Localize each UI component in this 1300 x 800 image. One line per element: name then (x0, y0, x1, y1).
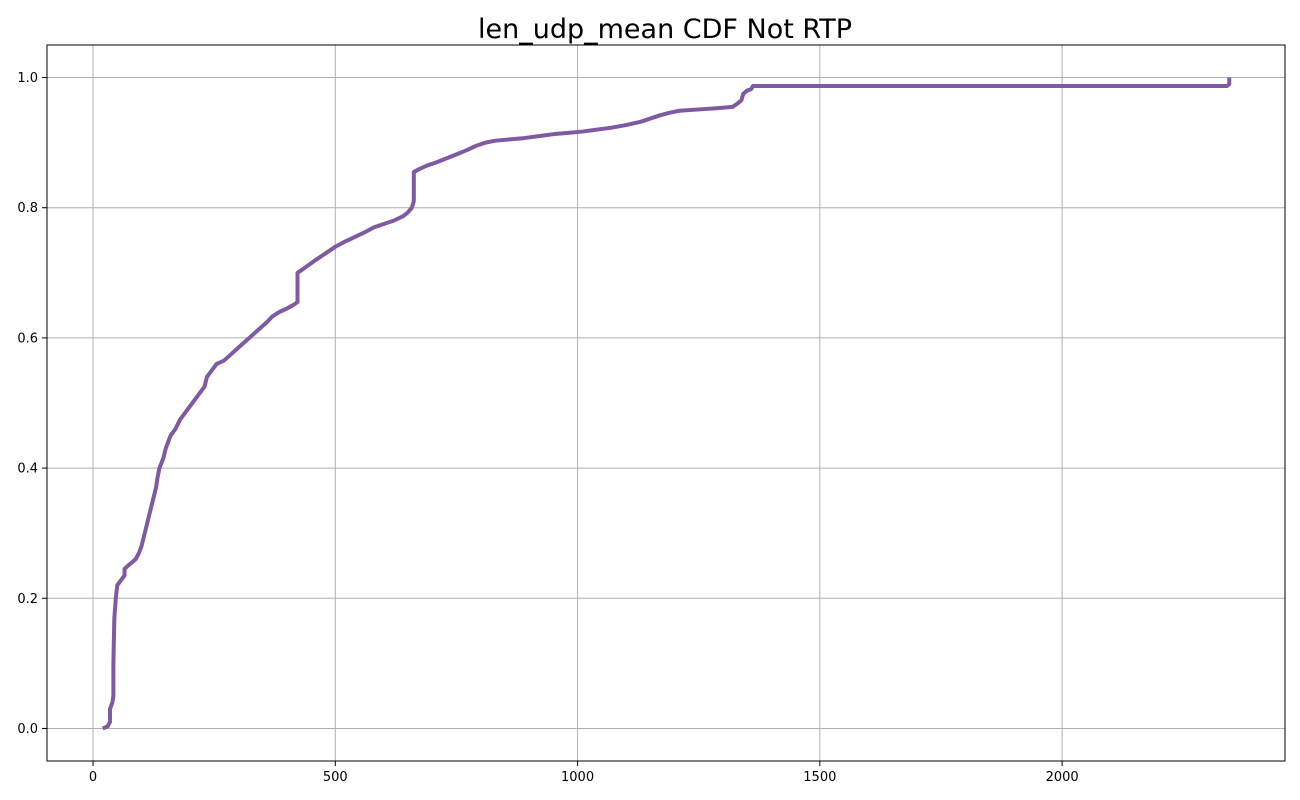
chart-title: len_udp_mean CDF Not RTP (478, 14, 852, 45)
grid (47, 45, 1285, 761)
x-axis: 0 500 1000 1500 2000 (89, 761, 1079, 785)
y-axis: 0.0 0.2 0.4 0.6 0.8 1.0 (17, 71, 47, 737)
cdf-series-line (101, 77, 1232, 731)
x-tick-label: 2000 (1046, 770, 1079, 785)
y-tick-label: 1.0 (17, 71, 38, 86)
y-tick-label: 0.8 (17, 201, 38, 216)
series-layer (101, 77, 1232, 731)
x-tick-label: 500 (323, 770, 348, 785)
x-tick-label: 1000 (561, 770, 594, 785)
plot-area-frame (46, 44, 1286, 762)
x-tick-label: 1500 (803, 770, 836, 785)
y-tick-label: 0.0 (17, 722, 38, 737)
y-tick-label: 0.6 (17, 331, 38, 346)
x-tick-label: 0 (89, 770, 97, 785)
y-tick-label: 0.4 (17, 462, 38, 477)
y-tick-label: 0.2 (17, 592, 38, 607)
